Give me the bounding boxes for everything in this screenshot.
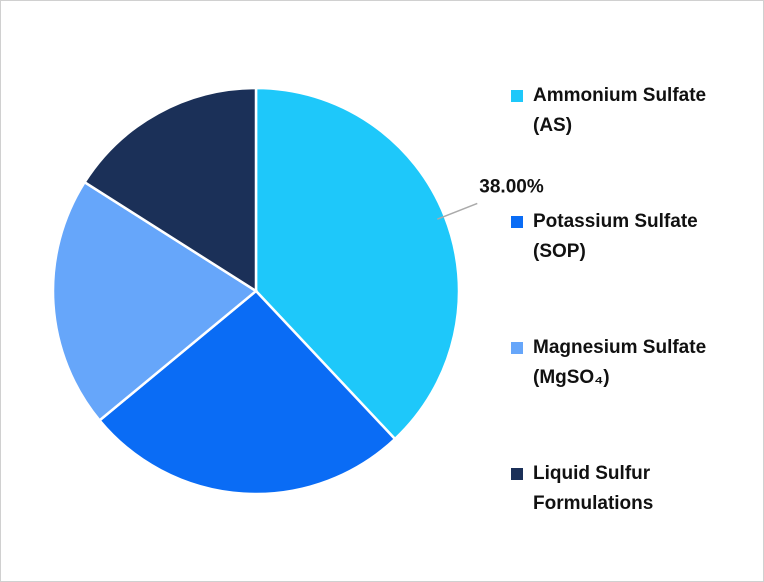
legend-item: Liquid Sulfur Formulations xyxy=(511,459,721,519)
legend-label: Ammonium Sulfate (AS) xyxy=(533,85,707,136)
legend-swatch xyxy=(511,342,523,354)
pie-slice xyxy=(97,289,397,496)
legend-swatch xyxy=(511,468,523,480)
legend-item: Potassium Sulfate (SOP) xyxy=(511,207,721,267)
data-label: 38.00% xyxy=(479,176,544,197)
legend-label: Liquid Sulfur Formulations xyxy=(533,463,654,514)
legend-label: Magnesium Sulfate (MgSO₄) xyxy=(533,337,707,388)
legend-swatch xyxy=(511,90,523,102)
legend-item: Ammonium Sulfate (AS) xyxy=(511,81,721,141)
leader-line xyxy=(437,202,478,220)
legend-item: Magnesium Sulfate (MgSO₄) xyxy=(511,333,721,393)
legend-swatch xyxy=(511,216,523,228)
pie-slice xyxy=(51,180,259,423)
pie-slice xyxy=(82,86,258,294)
legend-label: Potassium Sulfate (SOP) xyxy=(533,211,698,262)
